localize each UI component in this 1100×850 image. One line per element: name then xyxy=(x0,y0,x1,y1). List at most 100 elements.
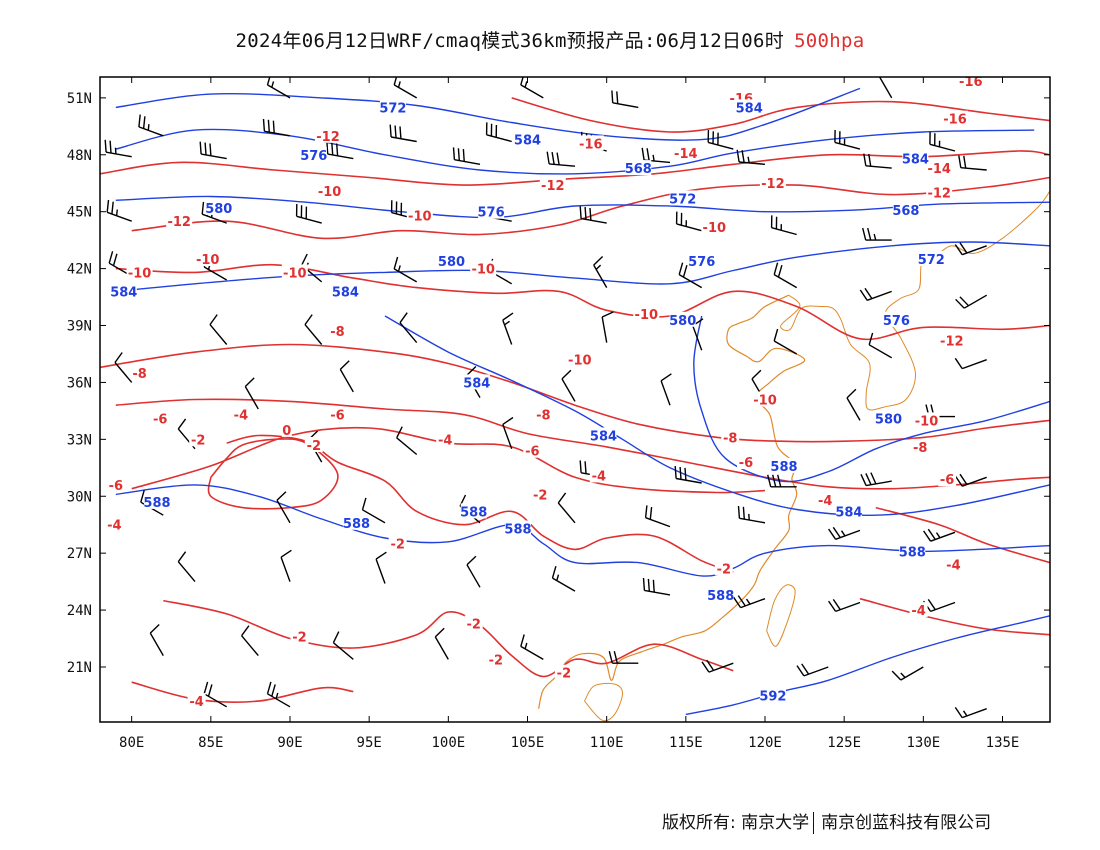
temperature-label-bg xyxy=(539,177,566,193)
height-label: 576 xyxy=(478,206,505,221)
temperature-label: -10 xyxy=(568,354,592,369)
height-contour xyxy=(115,195,1050,219)
lat-tick-label: 42N xyxy=(67,262,92,278)
lon-tick-label: 80E xyxy=(119,735,144,751)
wind-barb xyxy=(104,139,132,158)
wind-barb xyxy=(452,147,481,165)
coastline-korea xyxy=(780,190,1050,411)
wind-barb xyxy=(295,203,322,224)
height-label: 584 xyxy=(332,285,359,300)
height-label: 588 xyxy=(770,460,797,475)
temperature-label: -6 xyxy=(525,445,539,460)
height-label-bg xyxy=(110,283,137,299)
wind-barb xyxy=(199,141,227,160)
wind-barb xyxy=(551,566,576,592)
height-label-bg xyxy=(205,199,232,215)
wind-barb xyxy=(674,466,702,484)
wind-barb xyxy=(608,651,639,664)
height-label: 580 xyxy=(669,314,696,329)
height-label-bg xyxy=(343,514,370,530)
wind-barb xyxy=(923,528,956,542)
temperature-label-bg xyxy=(464,615,483,631)
temperature-label-bg xyxy=(909,602,928,618)
height-label: 592 xyxy=(759,689,786,704)
wind-barb xyxy=(954,473,987,487)
wind-barb xyxy=(846,388,861,421)
wind-barb xyxy=(868,332,893,359)
height-label: 584 xyxy=(736,101,763,116)
temperature-label-bg xyxy=(187,693,206,709)
temperature-label-bg xyxy=(759,175,786,191)
temperature-label: -10 xyxy=(408,210,432,225)
height-label-bg xyxy=(835,503,862,519)
height-label-bg xyxy=(875,410,902,426)
temperature-label: -10 xyxy=(196,253,220,268)
temperature-label-bg xyxy=(752,391,778,407)
wind-barb xyxy=(891,666,924,681)
temperature-label-bg xyxy=(231,406,250,422)
wind-barb xyxy=(678,262,703,289)
wind-barb xyxy=(770,215,797,236)
temperature-label-bg xyxy=(589,467,608,483)
temperature-label-bg xyxy=(304,437,323,452)
height-label: 584 xyxy=(110,285,137,300)
height-label-bg xyxy=(144,493,170,509)
wind-barb xyxy=(929,131,956,152)
height-label-bg xyxy=(625,160,652,176)
lat-tick-label: 24N xyxy=(67,603,92,619)
temperature-label-bg xyxy=(388,535,407,551)
height-label-bg xyxy=(736,99,763,115)
temperature-label: -4 xyxy=(911,604,925,619)
wind-barb xyxy=(828,526,861,540)
lon-tick-label: 100E xyxy=(431,735,465,751)
temperature-label: -2 xyxy=(292,631,306,646)
wind-barb xyxy=(878,77,893,99)
wind-barb xyxy=(114,352,133,383)
figure-title: 2024年06月12日WRF/cmaq模式36km预报产品:06月12日06时 5… xyxy=(0,26,1100,53)
temperature-label-bg xyxy=(566,351,593,367)
wind-barb xyxy=(675,211,702,232)
wind-barb xyxy=(375,551,387,584)
lon-tick-label: 85E xyxy=(198,735,223,751)
height-contour xyxy=(115,87,861,141)
height-label-bg xyxy=(899,543,926,559)
wind-barb xyxy=(393,77,418,99)
temperature-label-bg xyxy=(151,410,170,426)
temperature-label: -12 xyxy=(316,130,340,145)
height-label: 588 xyxy=(143,496,170,511)
temperature-label: -6 xyxy=(940,473,954,488)
height-label: 584 xyxy=(590,430,617,445)
height-label-bg xyxy=(379,99,406,115)
height-contour xyxy=(384,315,1050,517)
height-label: 588 xyxy=(707,589,734,604)
wind-barb xyxy=(244,377,259,410)
title-main: 2024年06月12日WRF/cmaq模式36km预报产品:06月12日06时 xyxy=(235,30,785,52)
temperature-label-bg xyxy=(737,454,755,470)
temperature-label: -12 xyxy=(167,215,191,230)
height-label-bg xyxy=(332,283,359,299)
height-label-bg xyxy=(688,253,715,268)
wind-barb xyxy=(266,77,291,99)
temperature-label: -4 xyxy=(818,494,832,509)
temperature-contour xyxy=(131,176,1050,240)
plot-frame xyxy=(99,76,1051,723)
temperature-label-bg xyxy=(105,516,124,532)
lat-tick-label: 39N xyxy=(67,319,92,335)
temperature-label: -8 xyxy=(723,431,737,446)
temperature-label: -4 xyxy=(946,559,960,574)
wind-barb xyxy=(773,262,798,289)
lat-tick-label: 33N xyxy=(67,432,92,448)
temperature-label-bg xyxy=(926,160,953,176)
temperature-label: -4 xyxy=(592,469,606,484)
height-label: 588 xyxy=(460,505,487,520)
height-label: 580 xyxy=(438,255,465,270)
height-label: 576 xyxy=(883,314,910,329)
wind-barb xyxy=(502,416,514,450)
temperature-label-bg xyxy=(942,110,968,126)
height-label: 580 xyxy=(875,413,902,428)
height-label: 568 xyxy=(625,162,652,177)
height-label-bg xyxy=(460,503,487,519)
coastline-china xyxy=(538,294,806,709)
temperature-label-bg xyxy=(126,264,153,280)
temperature-contour xyxy=(207,438,339,510)
